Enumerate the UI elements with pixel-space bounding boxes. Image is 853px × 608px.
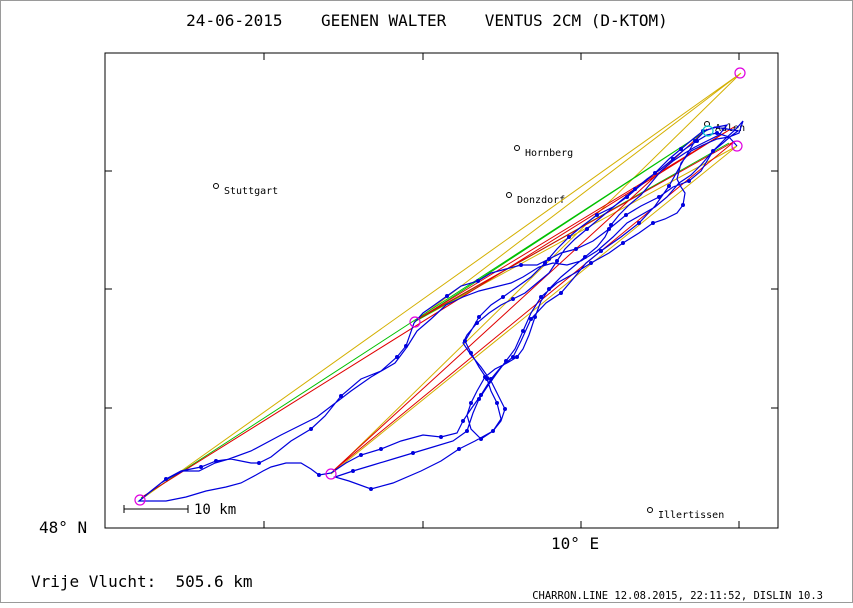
turnpoint-mid [409, 316, 421, 328]
flight-track [137, 120, 744, 502]
turnpoints [134, 67, 746, 506]
turnpoint-east [731, 140, 743, 152]
longitude-label: 10° E [551, 534, 599, 553]
turnpoint-north [734, 67, 746, 79]
credits: CHARRON.LINE 12.08.2015, 22:11:52, DISLI… [532, 590, 823, 602]
turnpoint-south [325, 468, 337, 480]
town-marker-donzdorf [506, 192, 512, 198]
track-points [164, 129, 719, 491]
town-label-hornberg: Hornberg [525, 148, 573, 159]
latitude-label: 48° N [39, 518, 87, 537]
scale-bar-label: 10 km [194, 502, 236, 518]
town-label-donzdorf: Donzdorf [517, 195, 565, 206]
map-title: 24-06-2015 GEENEN WALTER VENTUS 2CM (D-K… [186, 11, 668, 30]
axis-ticks [105, 53, 778, 528]
finish-marker [702, 125, 714, 137]
town-label-illertissen: Illertissen [658, 510, 724, 521]
scale-bar [123, 505, 189, 513]
task-leg-outer [138, 72, 742, 502]
town-marker-stuttgart [213, 183, 219, 189]
turnpoint-start [134, 494, 146, 506]
town-marker-hornberg [514, 145, 520, 151]
flight-distance: Vrije Vlucht: 505.6 km [31, 572, 253, 591]
plot-frame [104, 52, 779, 529]
town-marker-illertissen [647, 507, 653, 513]
town-label-aalen: Aalen [715, 123, 745, 134]
town-label-stuttgart: Stuttgart [224, 186, 278, 197]
